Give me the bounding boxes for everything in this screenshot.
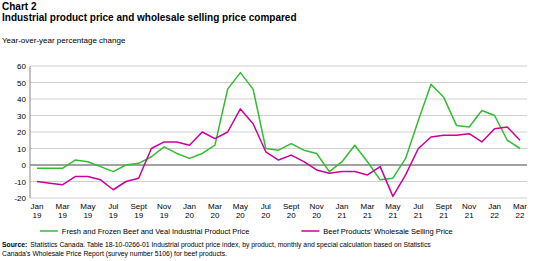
x-tick-label-part: 20 <box>210 211 219 220</box>
y-tick-label: 40 <box>17 95 26 104</box>
x-tick-label-part: May <box>385 202 400 211</box>
x-tick-label-part: Jan <box>31 202 44 211</box>
x-tick-label-part: Jul <box>413 202 423 211</box>
grid-line <box>30 198 527 199</box>
x-tick-label: Nov21 <box>462 202 476 220</box>
x-tick-label: Jan22 <box>488 202 501 220</box>
x-tick-label: Nov19 <box>157 202 171 220</box>
x-tick-label: Mar22 <box>513 202 527 220</box>
source-text: Statistics Canada. Table 18-10-0266-01 I… <box>30 241 431 249</box>
x-tick-label-part: Sept <box>436 202 453 211</box>
x-tick-label-part: Jul <box>108 202 118 211</box>
grid-line <box>30 132 527 133</box>
y-tick-label: 20 <box>17 128 26 137</box>
y-axis-line <box>30 66 31 198</box>
chart: Chart 2Industrial product price and whol… <box>0 0 533 261</box>
x-tick-label: Sept19 <box>130 202 147 220</box>
x-tick-label-part: Sept <box>283 202 300 211</box>
subtitle: Industrial product price and wholesale s… <box>2 12 297 23</box>
x-tick-label: Jul19 <box>108 202 118 220</box>
x-tick-label-part: Nov <box>462 202 476 211</box>
x-tick-label-part: 22 <box>490 211 499 220</box>
y-tick-label: 60 <box>17 62 26 71</box>
y-tick-label: 50 <box>17 79 26 88</box>
x-tick-label: Sept21 <box>436 202 453 220</box>
x-tick-label-part: 21 <box>439 211 448 220</box>
x-tick-label: Jan19 <box>31 202 44 220</box>
y-tick-label: -20 <box>14 194 26 203</box>
legend-label: Fresh and Frozen Beef and Veal Industria… <box>62 227 250 236</box>
legend-swatch <box>301 230 319 232</box>
x-tick-label-part: 22 <box>516 211 525 220</box>
x-tick-label-part: 21 <box>414 211 423 220</box>
source-text: Canada's Wholesale Price Report (survey … <box>2 250 227 258</box>
x-tick-label-part: 19 <box>134 211 143 220</box>
x-tick-label-part: 20 <box>236 211 245 220</box>
series-line <box>37 73 520 180</box>
x-tick-label-part: 19 <box>83 211 92 220</box>
y-tick-label: 30 <box>17 112 26 121</box>
x-tick-label-part: Mar <box>361 202 375 211</box>
x-tick-label-part: 19 <box>33 211 42 220</box>
title: Chart 2 <box>2 1 37 12</box>
grid-line <box>30 165 527 166</box>
x-tick-label-part: 19 <box>109 211 118 220</box>
x-tick-label-part: 20 <box>185 211 194 220</box>
x-tick-label: Jul21 <box>413 202 423 220</box>
x-tick-label: Mar20 <box>208 202 222 220</box>
grid-line <box>30 99 527 100</box>
source-line: Source:Statistics Canada. Table 18-10-02… <box>2 241 431 249</box>
x-tick-label: Nov20 <box>310 202 324 220</box>
y-tick-label: -10 <box>14 178 26 187</box>
x-tick-label: Jan20 <box>183 202 196 220</box>
y-tick-label: 0 <box>22 161 27 170</box>
grid-line <box>30 148 527 149</box>
x-tick-label-part: Sept <box>130 202 147 211</box>
x-tick-label: May19 <box>80 202 95 220</box>
x-tick-label: Jul20 <box>261 202 271 220</box>
x-tick-label-part: Mar <box>208 202 222 211</box>
x-tick-label: Mar21 <box>361 202 375 220</box>
x-tick-label-part: 20 <box>287 211 296 220</box>
x-tick-label-part: Jan <box>336 202 349 211</box>
x-tick-label-part: May <box>233 202 248 211</box>
x-tick-label-part: Nov <box>310 202 324 211</box>
grid-line <box>30 66 527 67</box>
source-label: Source: <box>2 241 27 248</box>
legend-swatch <box>40 230 58 232</box>
y-tick-label: 10 <box>17 145 26 154</box>
legend-label: Beef Products' Wholesale Selling Price <box>323 227 452 236</box>
x-tick-label-part: 21 <box>363 211 372 220</box>
grid-line <box>30 181 527 182</box>
grid-line <box>30 82 527 83</box>
x-tick-label: May21 <box>385 202 400 220</box>
x-tick-label-part: Jan <box>183 202 196 211</box>
x-tick-label: Mar19 <box>56 202 70 220</box>
series-line <box>37 109 520 196</box>
x-tick-label: May20 <box>233 202 248 220</box>
x-tick-label-part: 19 <box>58 211 67 220</box>
x-tick-label-part: Mar <box>513 202 527 211</box>
y-axis-label: Year-over-year percentage change <box>2 36 126 45</box>
x-tick-label-part: May <box>80 202 95 211</box>
x-tick-label-part: 21 <box>338 211 347 220</box>
x-tick-label-part: Mar <box>56 202 70 211</box>
x-tick-label-part: Nov <box>157 202 171 211</box>
x-tick-label-part: Jul <box>261 202 271 211</box>
x-tick-label-part: 19 <box>160 211 169 220</box>
x-tick-label-part: Jan <box>488 202 501 211</box>
x-tick-label: Sept20 <box>283 202 300 220</box>
x-tick-label-part: 20 <box>261 211 270 220</box>
x-tick-label-part: 21 <box>388 211 397 220</box>
x-tick-label-part: 21 <box>465 211 474 220</box>
x-tick-label-part: 20 <box>312 211 321 220</box>
x-tick-label: Jan21 <box>336 202 349 220</box>
plot-area <box>37 73 520 197</box>
